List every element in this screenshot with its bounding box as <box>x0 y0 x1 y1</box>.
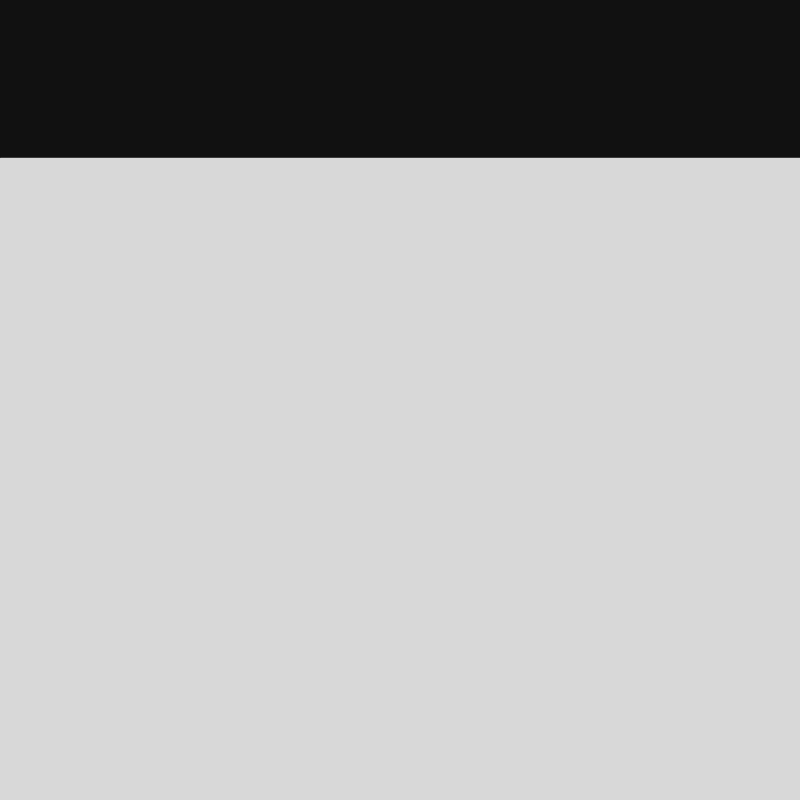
Text: A: A <box>316 463 331 482</box>
Text: 6 cm: 6 cm <box>319 513 371 532</box>
Text: of the: of the <box>406 186 481 206</box>
Text: area: area <box>354 186 406 206</box>
Text: ⌕: ⌕ <box>80 236 90 254</box>
Text: 5: 5 <box>45 233 51 243</box>
Circle shape <box>30 178 66 214</box>
Text: 84°: 84° <box>403 434 430 450</box>
Wedge shape <box>150 295 366 490</box>
Text: 5: 5 <box>42 187 54 205</box>
Text: C: C <box>374 272 388 291</box>
Text: shaded sector: shaded sector <box>481 186 647 206</box>
Text: ?: ? <box>647 186 658 206</box>
Text: B: B <box>126 466 140 485</box>
Text: What is the approximate: What is the approximate <box>90 186 354 206</box>
Text: D: D <box>550 466 566 485</box>
Text: ■: ■ <box>43 243 53 253</box>
